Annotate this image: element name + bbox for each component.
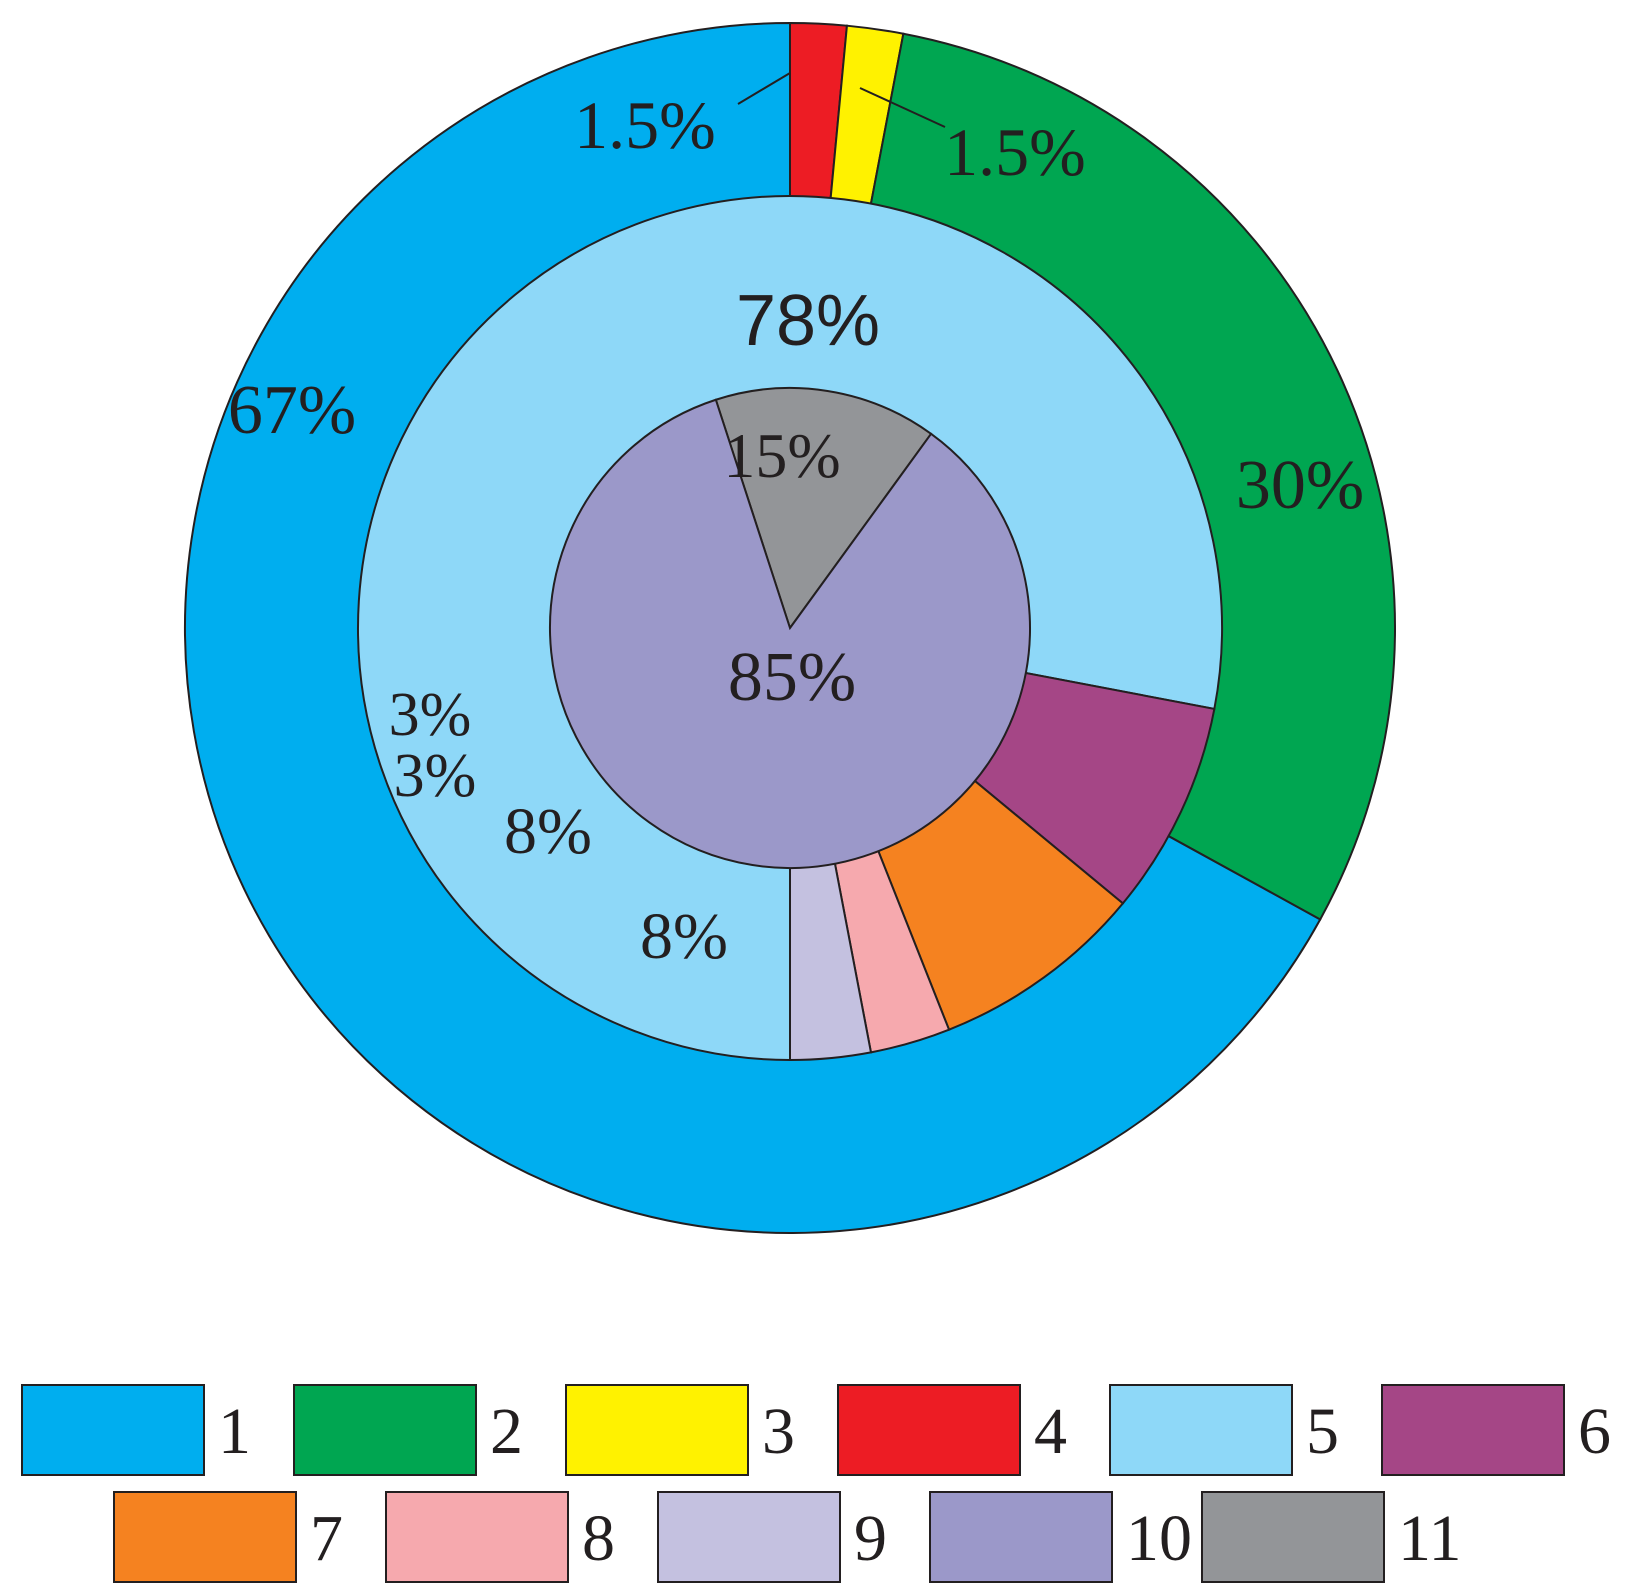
slice-labels: 1.5% 1.5% 30% 67% 78% 8% 8% 3%3% 15% 85% — [228, 87, 1364, 973]
legend-label-10: 10 — [1126, 1502, 1192, 1575]
leader-lines — [737, 72, 946, 128]
legend-label-6: 6 — [1578, 1395, 1611, 1468]
legend-swatch-3 — [565, 1384, 749, 1476]
outer-label-1: 67% — [228, 372, 356, 449]
legend: 1 2 3 4 5 6 7 8 9 10 11 — [21, 1384, 1611, 1583]
legend-swatch-2 — [293, 1384, 477, 1476]
outer-label-4: 1.5% — [574, 87, 716, 163]
middle-label-7: 8% — [504, 795, 592, 868]
legend-swatch-4 — [837, 1384, 1021, 1476]
inner-label-11: 15% — [723, 420, 840, 491]
legend-swatch-10 — [929, 1491, 1113, 1583]
legend-label-8: 8 — [582, 1502, 615, 1575]
inner-slice-10 — [549, 398, 1031, 870]
legend-label-2: 2 — [490, 1395, 523, 1468]
legend-swatch-8 — [385, 1491, 569, 1583]
legend-swatch-7 — [113, 1491, 297, 1583]
legend-label-9: 9 — [854, 1502, 887, 1575]
legend-label-5: 5 — [1306, 1395, 1339, 1468]
middle-slice-5 — [357, 195, 1223, 1062]
outer-label-2: 30% — [1236, 447, 1364, 524]
legend-swatch-6 — [1381, 1384, 1565, 1476]
inner-ring — [549, 387, 1031, 870]
legend-label-1: 1 — [218, 1395, 251, 1468]
middle-label-9: 3% — [389, 681, 472, 749]
legend-label-3: 3 — [762, 1395, 795, 1468]
legend-swatch-5 — [1109, 1384, 1293, 1476]
leader-line-3 — [859, 87, 946, 128]
outer-label-3: 1.5% — [944, 114, 1086, 190]
inner-label-10: 85% — [728, 639, 856, 716]
inner-slice-11 — [714, 387, 933, 631]
legend-swatch-11 — [1201, 1491, 1385, 1583]
middle-label-8: 3% — [394, 742, 477, 810]
leader-line-4 — [737, 72, 791, 105]
legend-label-11: 11 — [1398, 1502, 1462, 1575]
legend-label-7: 7 — [310, 1502, 343, 1575]
legend-label-4: 4 — [1034, 1395, 1067, 1468]
middle-label-6: 8% — [640, 900, 728, 973]
legend-swatch-9 — [657, 1491, 841, 1583]
middle-label-5: 78% — [736, 281, 880, 361]
legend-swatch-1 — [21, 1384, 205, 1476]
